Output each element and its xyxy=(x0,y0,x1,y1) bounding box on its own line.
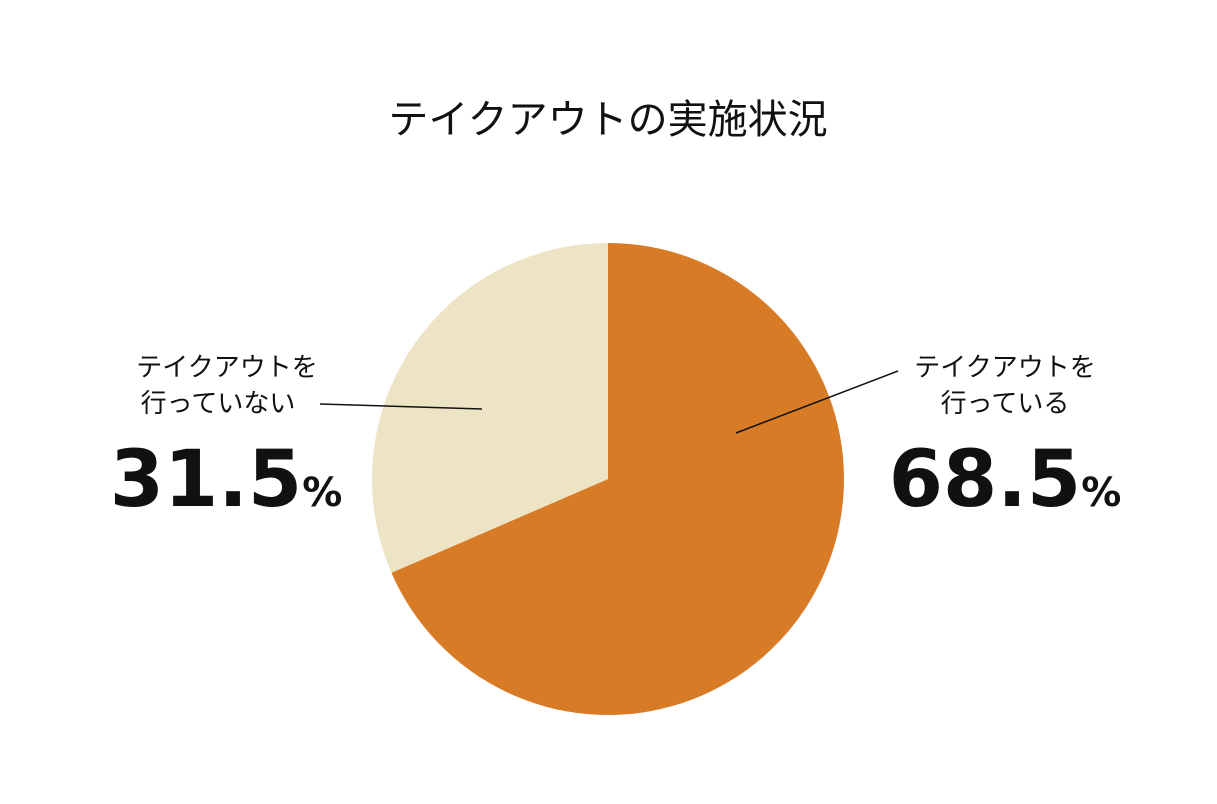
pie-slices xyxy=(371,243,844,715)
slice-value-number: 68.5 xyxy=(889,435,1081,525)
slice-value-label: 31.5% xyxy=(110,435,343,525)
slice-value-unit: % xyxy=(302,470,342,516)
slice-value-label: 68.5% xyxy=(889,435,1122,525)
pie-slice-not-taking-out xyxy=(371,243,608,573)
pie-slice-taking-out xyxy=(391,243,844,715)
slice-label-line-2: 行っている xyxy=(941,389,1070,419)
chart-title: テイクアウトの実施状況 xyxy=(388,97,827,143)
slice-label-taking-out: テイクアウトを 行っている 68.5% xyxy=(889,353,1122,525)
slice-label-line-2: 行っていない xyxy=(141,389,296,419)
slice-value-unit: % xyxy=(1081,470,1121,516)
slice-value-number: 31.5 xyxy=(110,435,302,525)
slice-label-line-1: テイクアウトを xyxy=(136,353,317,383)
slice-label-not-taking-out: テイクアウトを 行っていない 31.5% xyxy=(110,353,343,525)
slice-label-line-1: テイクアウトを xyxy=(914,353,1095,383)
leader-line-taking-out xyxy=(735,370,899,434)
leader-line-not-taking-out xyxy=(319,403,483,410)
